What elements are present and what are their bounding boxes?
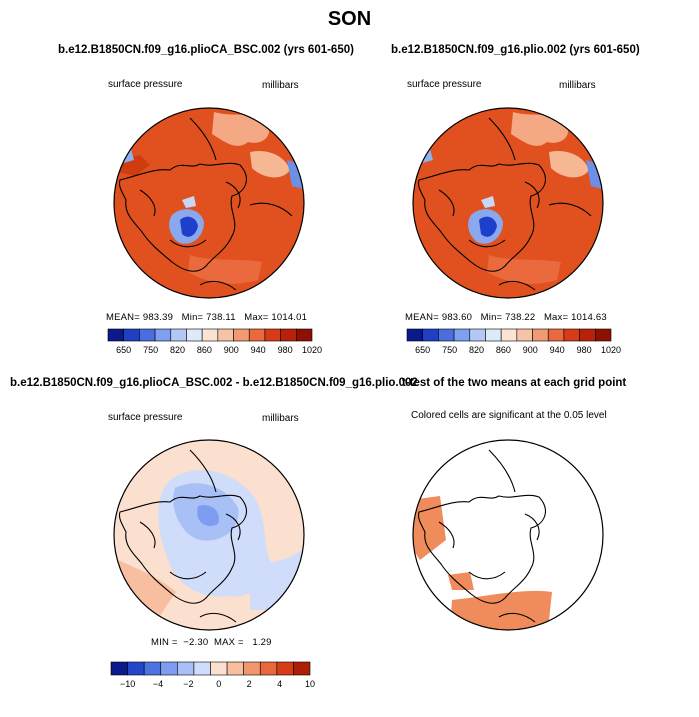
- map-panel1: [114, 108, 304, 298]
- colorbar-swatch: [248, 328, 266, 342]
- colorbar-tick-label: 1020: [601, 345, 621, 355]
- panel1-title: b.e12.B1850CN.f09_g16.plioCA_BSC.002 (yr…: [58, 44, 354, 56]
- colorbar-tick-label: 650: [415, 345, 430, 355]
- colorbar-swatch: [264, 328, 281, 342]
- colorbar-swatch: [193, 661, 211, 676]
- colorbar-swatch: [170, 328, 187, 342]
- colorbar-swatch: [469, 328, 486, 342]
- colorbar-swatch: [280, 328, 297, 342]
- panel2-colorbar: [406, 328, 612, 342]
- colorbar-tick-label: 820: [170, 345, 185, 355]
- map-panel4: [413, 440, 603, 630]
- panel4-coastlines: [417, 449, 546, 623]
- colorbar-swatch: [233, 328, 250, 342]
- map-panel4-border: [412, 439, 604, 631]
- panel3-coastlines: [118, 449, 247, 623]
- colorbar-swatch: [532, 328, 549, 342]
- colorbar-swatch: [154, 328, 172, 342]
- colorbar-swatch: [259, 661, 278, 676]
- panel1-colorbar-ticks: 650 750 820 860 900 940 980 1020: [116, 345, 322, 355]
- panel1-stats: MEAN= 983.39 Min= 738.11 Max= 1014.01: [106, 312, 308, 323]
- panel3-left-label: surface pressure: [108, 412, 183, 423]
- colorbar-tick-label: 650: [116, 345, 131, 355]
- colorbar-swatch: [123, 328, 140, 342]
- colorbar-tick-label: 860: [197, 345, 212, 355]
- colorbar-swatch: [293, 661, 311, 676]
- colorbar-swatch: [210, 661, 228, 676]
- colorbar-tick-label: 750: [442, 345, 457, 355]
- colorbar-swatch: [406, 328, 423, 342]
- colorbar-tick-label: 980: [577, 345, 592, 355]
- colorbar-swatch: [296, 328, 313, 342]
- colorbar-tick-label: −2: [183, 679, 193, 689]
- map-panel3-border: [113, 439, 305, 631]
- colorbar-tick-label: 4: [277, 679, 282, 689]
- colorbar-swatch: [485, 328, 502, 342]
- panel2-coastlines: [417, 117, 592, 291]
- colorbar-tick-label: −4: [153, 679, 163, 689]
- panel2-title: b.e12.B1850CN.f09_g16.plio.002 (yrs 601-…: [391, 44, 640, 56]
- panel3-colorbar: [110, 661, 311, 676]
- colorbar-swatch: [139, 328, 156, 342]
- colorbar-swatch: [243, 661, 261, 676]
- panel3-title: b.e12.B1850CN.f09_g16.plioCA_BSC.002 - b…: [10, 377, 418, 389]
- map-panel1-border: [113, 107, 305, 299]
- colorbar-swatch: [143, 661, 162, 676]
- map-panel2-border: [412, 107, 604, 299]
- panel4-title: t-test of the two means at each grid poi…: [402, 377, 627, 389]
- panel2-colorbar-ticks: 650 750 820 860 900 940 980 1020: [415, 345, 621, 355]
- colorbar-swatch: [516, 328, 533, 342]
- figure-title: SON: [327, 8, 372, 30]
- colorbar-tick-label: 820: [469, 345, 484, 355]
- colorbar-swatch: [107, 328, 124, 342]
- map-panel3: [114, 440, 304, 630]
- panel3-right-label: millibars: [262, 413, 299, 424]
- colorbar-tick-label: 860: [496, 345, 511, 355]
- colorbar-tick-label: 0: [216, 679, 221, 689]
- panel3-stats: MIN = −2.30 MAX = 1.29: [151, 637, 272, 648]
- panel1-coastlines: [118, 117, 293, 291]
- colorbar-swatch: [217, 328, 234, 342]
- colorbar-tick-label: 900: [224, 345, 239, 355]
- colorbar-swatch: [127, 661, 145, 676]
- colorbar-tick-label: 900: [523, 345, 538, 355]
- panel1-right-label: millibars: [262, 80, 299, 91]
- colorbar-swatch: [500, 328, 518, 342]
- panel2-left-label: surface pressure: [407, 79, 482, 90]
- colorbar-swatch: [438, 328, 455, 342]
- panel3-colorbar-ticks: −10 −4 −2 0 2 4 10: [120, 679, 315, 689]
- colorbar-tick-label: 2: [247, 679, 252, 689]
- colorbar-tick-label: 1020: [302, 345, 322, 355]
- colorbar-swatch: [595, 328, 612, 342]
- colorbar-swatch: [186, 328, 203, 342]
- panel1-left-label: surface pressure: [108, 79, 183, 90]
- colorbar-tick-label: 10: [305, 679, 315, 689]
- panel1-colorbar: [107, 328, 313, 342]
- colorbar-swatch: [201, 328, 219, 342]
- colorbar-tick-label: 750: [143, 345, 158, 355]
- panel4-subtitle: Colored cells are significant at the 0.0…: [411, 410, 607, 421]
- colorbar-tick-label: 980: [278, 345, 293, 355]
- colorbar-swatch: [579, 328, 596, 342]
- colorbar-swatch: [453, 328, 471, 342]
- colorbar-tick-label: 940: [251, 345, 266, 355]
- colorbar-tick-label: 940: [550, 345, 565, 355]
- colorbar-swatch: [177, 661, 195, 676]
- colorbar-swatch: [226, 661, 244, 676]
- colorbar-swatch: [110, 661, 128, 676]
- colorbar-swatch: [160, 661, 178, 676]
- panel2-right-label: millibars: [559, 80, 596, 91]
- colorbar-swatch: [276, 661, 294, 676]
- colorbar-tick-label: −10: [120, 679, 135, 689]
- colorbar-swatch: [547, 328, 565, 342]
- colorbar-swatch: [422, 328, 439, 342]
- colorbar-swatch: [563, 328, 580, 342]
- panel2-stats: MEAN= 983.60 Min= 738.22 Max= 1014.63: [405, 312, 607, 323]
